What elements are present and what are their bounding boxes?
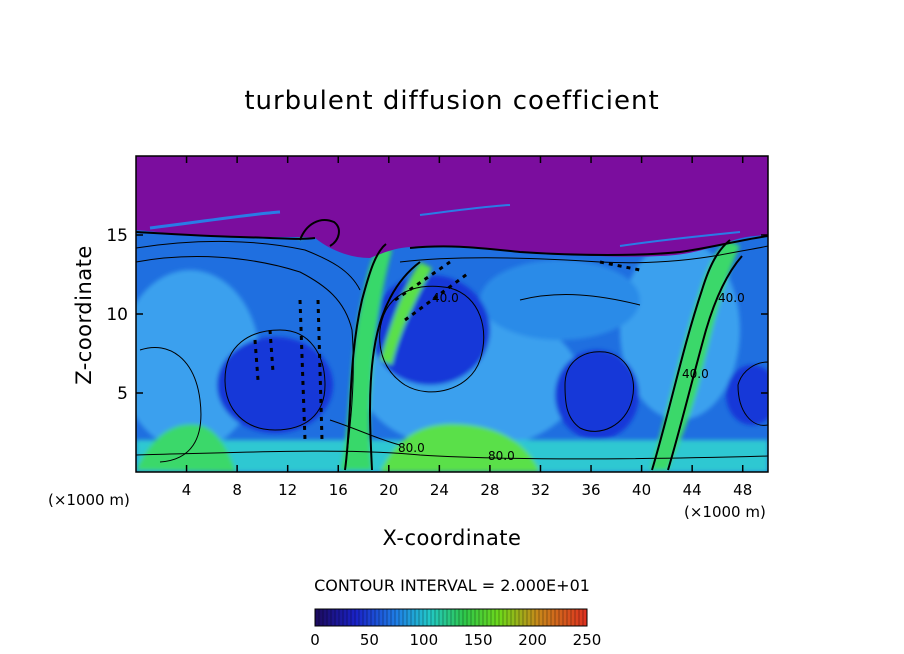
chart-title: turbulent diffusion coefficient (244, 86, 660, 116)
upper-stable-layer (136, 156, 768, 258)
x-tick-label: 16 (329, 481, 348, 499)
colorbar-tick-label: 0 (310, 631, 320, 649)
contour-dashed (253, 339, 260, 381)
upper-streak (149, 210, 281, 230)
contour-line (344, 243, 387, 471)
x-tick-label: 44 (683, 481, 702, 499)
contour-line (409, 235, 768, 256)
x-tick-label: 12 (278, 481, 297, 499)
x-tick-label: 4 (182, 481, 192, 499)
x-axis-label: X-coordinate (382, 526, 522, 550)
colorbar-tick-label: 250 (572, 631, 602, 649)
y-axis-label: Z-coordinate (72, 245, 96, 385)
contour-line (136, 256, 354, 471)
contour-line (399, 245, 768, 264)
field-band (480, 260, 640, 340)
contour-label: 80.0 (398, 441, 425, 455)
upper-streak (619, 231, 741, 247)
vortex-core (217, 337, 333, 433)
y-tick-label: 10 (106, 305, 128, 325)
contour-line (379, 285, 485, 393)
contour-line (136, 450, 768, 460)
x-right-unit-label: (×1000 m) (684, 503, 766, 521)
vortex-core (726, 365, 768, 425)
contour-line (651, 239, 731, 471)
contour-dashed (394, 260, 451, 302)
vortex-core (555, 350, 639, 440)
shear-plume (340, 245, 392, 470)
contour-label: 40.0 (682, 367, 709, 381)
contour-line (329, 419, 401, 446)
colorbar-tick-label: 150 (463, 631, 493, 649)
shear-plume (380, 423, 540, 472)
contour-label: 40.0 (718, 291, 745, 305)
x-tick-label: 24 (430, 481, 449, 499)
contour-interval-label: CONTOUR INTERVAL = 2.000E+01 (314, 576, 590, 595)
x-left-unit-label: (×1000 m) (48, 491, 130, 509)
contour-dashed (268, 329, 275, 373)
contour-line (667, 255, 743, 471)
x-tick-label: 32 (531, 481, 550, 499)
contour-line (299, 219, 340, 247)
colorbar-tick-label: 50 (359, 631, 379, 649)
y-tick-label: 15 (106, 226, 128, 246)
contour-line (564, 351, 634, 432)
contour-label: 40.0 (432, 291, 459, 305)
contour-line (136, 240, 361, 291)
contour-label: 80.0 (488, 449, 515, 463)
contour-dashed (599, 260, 641, 272)
colorbar-tick-label: 200 (518, 631, 547, 649)
x-tick-label: 48 (733, 481, 752, 499)
contour-line (737, 361, 768, 426)
contour-line (519, 294, 641, 306)
x-tick-label: 20 (379, 481, 398, 499)
x-tick-label: 28 (480, 481, 499, 499)
x-tick-label: 40 (632, 481, 651, 499)
colorbar-tick-label: 100 (409, 631, 439, 649)
x-axis: 4 8 12 16 20 24 28 32 36 40 44 48 (182, 156, 752, 499)
x-tick-label: 8 (232, 481, 242, 499)
upper-streak (419, 204, 511, 216)
colorbar-frame (314, 608, 588, 627)
y-tick-label: 5 (117, 384, 128, 404)
contour-line (369, 261, 421, 471)
shear-plume (136, 424, 236, 472)
y-axis: 5 10 15 (106, 226, 768, 404)
colorbar (314, 608, 588, 627)
contour-line (136, 231, 316, 240)
contour-line (224, 329, 326, 431)
x-tick-label: 36 (581, 481, 600, 499)
contour-line (139, 346, 202, 463)
